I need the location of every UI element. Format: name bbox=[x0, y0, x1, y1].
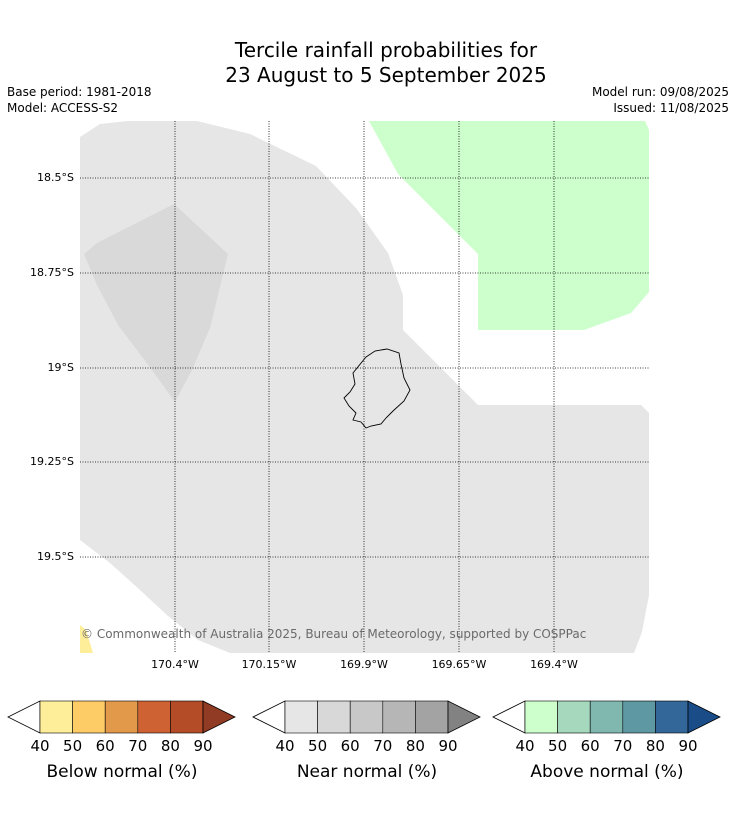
legend-near-normal-swatch-50 bbox=[317, 700, 351, 734]
lon-label-169-4: 169.4°W bbox=[530, 658, 578, 671]
legend-above-normal: 40 50 60 70 80 90 Above normal (%) bbox=[492, 700, 722, 782]
legend-above-normal-swatch-50 bbox=[557, 700, 591, 734]
legend-near-normal-tick-80: 80 bbox=[405, 737, 425, 755]
legend-above-normal-swatch-70 bbox=[622, 700, 656, 734]
legend-near-normal-tick-50: 50 bbox=[308, 737, 328, 755]
legend-above-normal-tick-40: 40 bbox=[515, 737, 535, 755]
legend-below-normal-tick-80: 80 bbox=[160, 737, 180, 755]
legend-near-normal-tick-90: 90 bbox=[438, 737, 458, 755]
legend-below-normal: 40 50 60 70 80 90 Below normal (%) bbox=[7, 700, 237, 782]
near-normal-50-60-region bbox=[84, 204, 228, 402]
legend-near-normal: 40 50 60 70 80 90 Near normal (%) bbox=[252, 700, 482, 782]
legend-below-normal-tick-40: 40 bbox=[30, 737, 50, 755]
legend-above-normal-colorbar bbox=[492, 700, 721, 734]
legend-above-normal-tick-70: 70 bbox=[613, 737, 633, 755]
legend-below-normal-swatch-80 bbox=[170, 700, 204, 734]
legend-below-normal-colorbar bbox=[7, 700, 236, 734]
lon-label-169-9: 169.9°W bbox=[340, 658, 388, 671]
below-normal-40-50-region bbox=[80, 625, 93, 653]
legend-below-normal-tick-50: 50 bbox=[63, 737, 83, 755]
legend-near-normal-colorbar bbox=[252, 700, 481, 734]
legend-below-normal-swatch-50 bbox=[72, 700, 106, 734]
legend-above-normal-tick-60: 60 bbox=[580, 737, 600, 755]
legend-above-normal-tick-90: 90 bbox=[678, 737, 698, 755]
legend-near-normal-high-arrow bbox=[447, 700, 481, 734]
legend-below-normal-title: Below normal (%) bbox=[46, 762, 198, 782]
lat-label-18-5: 18.5°S bbox=[37, 171, 74, 184]
meta-left: Base period: 1981-2018 Model: ACCESS-S2 bbox=[7, 84, 152, 116]
legend-near-normal-swatch-80 bbox=[415, 700, 449, 734]
title-line-1: Tercile rainfall probabilities for bbox=[234, 38, 538, 62]
legend-above-normal-tick-80: 80 bbox=[645, 737, 665, 755]
island-coastline bbox=[343, 348, 411, 429]
legend-near-normal-swatch-70 bbox=[382, 700, 416, 734]
legend-near-normal-low-arrow bbox=[252, 700, 286, 734]
above-normal-40-50-region bbox=[369, 121, 649, 330]
legend-near-normal-tick-40: 40 bbox=[275, 737, 295, 755]
legend-below-normal-swatch-70 bbox=[137, 700, 171, 734]
model-name: Model: ACCESS-S2 bbox=[7, 101, 119, 115]
legend-near-normal-swatch-60 bbox=[349, 700, 384, 734]
legend-below-normal-tick-90: 90 bbox=[193, 737, 213, 755]
lon-label-169-65: 169.65°W bbox=[431, 658, 487, 671]
legend-near-normal-tick-70: 70 bbox=[373, 737, 393, 755]
legend-below-normal-low-arrow bbox=[7, 700, 41, 734]
map-title: Tercile rainfall probabilities for 23 Au… bbox=[0, 38, 736, 88]
legend-below-normal-swatch-40 bbox=[39, 700, 73, 734]
legend-below-normal-tick-70: 70 bbox=[128, 737, 148, 755]
lat-label-19-25: 19.25°S bbox=[30, 455, 74, 468]
base-period: Base period: 1981-2018 bbox=[7, 85, 152, 99]
legend-below-normal-high-arrow bbox=[202, 700, 236, 734]
legend-above-normal-swatch-80 bbox=[655, 700, 689, 734]
title-line-2: 23 August to 5 September 2025 bbox=[225, 63, 547, 87]
legend-near-normal-title: Near normal (%) bbox=[296, 762, 438, 782]
lat-label-18-75: 18.75°S bbox=[30, 266, 74, 279]
lat-label-19: 19°S bbox=[47, 361, 74, 374]
lon-label-170-4: 170.4°W bbox=[151, 658, 199, 671]
legend-below-normal-tick-60: 60 bbox=[95, 737, 115, 755]
model-run: Model run: 09/08/2025 bbox=[591, 85, 729, 99]
meta-right: Model run: 09/08/2025 Issued: 11/08/2025 bbox=[592, 84, 729, 116]
issued-date: Issued: 11/08/2025 bbox=[613, 101, 729, 115]
legend-above-normal-swatch-40 bbox=[524, 700, 558, 734]
legend-near-normal-swatch-40 bbox=[284, 700, 318, 734]
copyright-notice: © Commonwealth of Australia 2025, Bureau… bbox=[81, 627, 587, 641]
map-gridlines bbox=[80, 121, 649, 653]
legend-above-normal-low-arrow bbox=[492, 700, 526, 734]
lat-label-19-5: 19.5°S bbox=[37, 550, 74, 563]
legend-above-normal-title: Above normal (%) bbox=[530, 762, 684, 782]
legend-above-normal-swatch-60 bbox=[589, 700, 624, 734]
lon-label-170-15: 170.15°W bbox=[241, 658, 297, 671]
legend-below-normal-swatch-60 bbox=[104, 700, 139, 734]
legend-near-normal-tick-60: 60 bbox=[340, 737, 360, 755]
legend-above-normal-high-arrow bbox=[687, 700, 721, 734]
legend-above-normal-tick-50: 50 bbox=[548, 737, 568, 755]
